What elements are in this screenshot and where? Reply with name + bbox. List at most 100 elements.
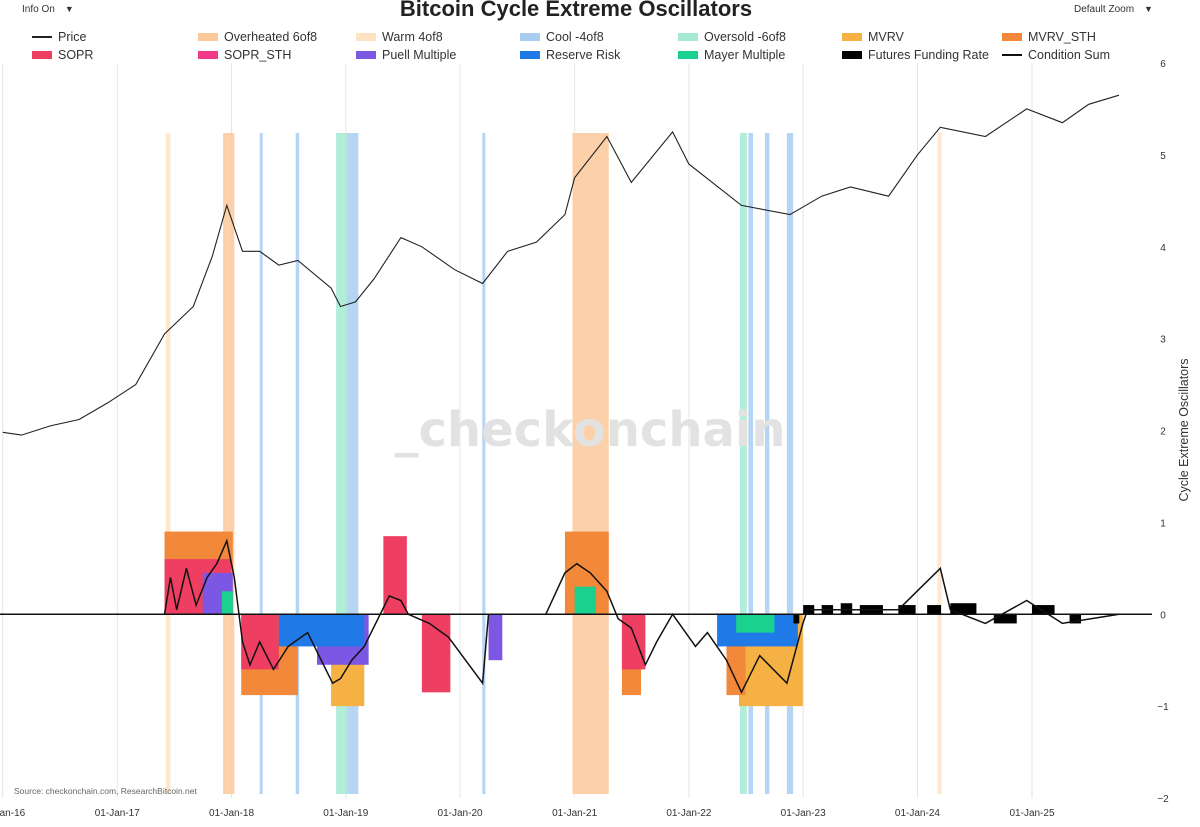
info-toggle-dropdown[interactable]: Info On ▼ (22, 0, 80, 18)
funding-rate-bar (1069, 614, 1082, 624)
legend-label: Overheated 6of8 (224, 30, 318, 44)
x-tick-label: 01-Jan-23 (781, 808, 826, 819)
funding-rate-bar (793, 614, 800, 624)
y-axis-ticks: 6 5 4 3 2 1 0 −1 −2 (1157, 59, 1169, 805)
oscillator-bar (421, 614, 451, 693)
legend-swatch (520, 51, 540, 59)
legend-label: Oversold -6of8 (704, 30, 786, 44)
highlight-bands (165, 133, 942, 794)
legend-item[interactable]: Price (32, 30, 86, 44)
legend-item[interactable]: Condition Sum (1002, 48, 1110, 62)
chevron-down-icon: ▼ (64, 4, 74, 14)
y-tick-label: 0 (1160, 610, 1166, 621)
highlight-band (336, 133, 348, 794)
x-tick-label: 01-Jan-24 (895, 808, 940, 819)
x-tick-label: 01-Jan-19 (323, 808, 368, 819)
y-tick-label: 4 (1160, 243, 1166, 254)
legend-swatch (842, 51, 862, 59)
x-tick-label: 01-Jan-18 (209, 808, 254, 819)
x-tick-label: 01-Jan-25 (1009, 808, 1054, 819)
legend-label: MVRV (868, 30, 904, 44)
legend-label: Puell Multiple (382, 48, 457, 62)
funding-rate-bars (793, 603, 1082, 624)
legend-item[interactable]: SOPR (32, 48, 93, 62)
highlight-band (295, 133, 300, 794)
y-tick-label: −1 (1157, 702, 1169, 713)
legend-swatch (198, 33, 218, 41)
highlight-band (572, 133, 609, 794)
oscillator-bars (164, 531, 803, 707)
legend-item[interactable]: Puell Multiple (356, 48, 456, 62)
oscillator-bar (736, 614, 775, 633)
y-tick-label: −2 (1157, 794, 1169, 805)
legend-swatch (1002, 33, 1022, 41)
legend-label: SOPR_STH (224, 48, 292, 62)
oscillator-bar (383, 536, 407, 615)
legend-label: Futures Funding Rate (868, 48, 989, 62)
highlight-band (764, 133, 770, 794)
y-tick-label: 6 (1160, 59, 1166, 70)
legend-swatch (678, 51, 698, 59)
legend-item[interactable]: Reserve Risk (520, 48, 620, 62)
legend-item[interactable]: Oversold -6of8 (678, 30, 786, 44)
legend-item[interactable]: Mayer Multiple (678, 48, 785, 62)
legend-label: Warm 4of8 (382, 30, 443, 44)
legend-label: SOPR (58, 48, 94, 62)
legend-swatch (1002, 54, 1022, 56)
legend-label: Cool -4of8 (546, 30, 604, 44)
x-tick-label: 01-Jan-17 (95, 808, 140, 819)
funding-rate-bar (950, 603, 977, 615)
highlight-band (786, 133, 794, 794)
legend-label: MVRV_STH (1028, 30, 1096, 44)
legend-item[interactable]: MVRV_STH (1002, 30, 1096, 44)
info-toggle-label: Info On (22, 3, 55, 15)
x-tick-label: 01-Jan-21 (552, 808, 597, 819)
legend-swatch (520, 33, 540, 41)
y-tick-label: 1 (1160, 518, 1166, 529)
price-line (2, 94, 1120, 436)
y-axis-label: Cycle Extreme Oscillators (1177, 358, 1191, 501)
highlight-band (937, 133, 942, 794)
funding-rate-bar (927, 605, 942, 615)
legend-item[interactable]: SOPR_STH (198, 48, 291, 62)
legend-swatch (32, 36, 52, 38)
y-tick-label: 3 (1160, 335, 1166, 346)
zoom-label: Default Zoom (1074, 3, 1135, 15)
legend-swatch (356, 33, 376, 41)
x-tick-label: 01-Jan-22 (666, 808, 711, 819)
highlight-band (482, 133, 486, 794)
legend-swatch (842, 33, 862, 41)
legend-label: Reserve Risk (546, 48, 621, 62)
funding-rate-bar (898, 605, 916, 615)
legend-item[interactable]: Overheated 6of8 (198, 30, 317, 44)
chevron-down-icon: ▼ (1144, 4, 1153, 14)
chart-title: Bitcoin Cycle Extreme Oscillators (399, 0, 753, 21)
legend-swatch (356, 51, 376, 59)
legend-label: Mayer Multiple (704, 48, 786, 62)
x-tick-label: 01-Jan-16 (0, 808, 26, 819)
highlight-band (748, 133, 754, 794)
highlight-band (347, 133, 359, 794)
highlight-band (165, 133, 171, 794)
funding-rate-bar (1032, 605, 1055, 615)
x-tick-label: 01-Jan-20 (438, 808, 483, 819)
legend-item[interactable]: Warm 4of8 (356, 30, 443, 44)
legend-item[interactable]: MVRV (842, 30, 904, 44)
y-tick-label: 2 (1160, 427, 1166, 438)
highlight-band (223, 133, 235, 794)
legend-label: Condition Sum (1028, 48, 1110, 62)
legend-swatch (678, 33, 698, 41)
legend-swatch (32, 51, 52, 59)
oscillator-bar (574, 586, 596, 615)
highlight-band (739, 133, 747, 794)
watermark: _checkonchain (394, 402, 785, 458)
oscillator-bar (221, 591, 233, 615)
oscillator-bar (488, 614, 503, 661)
legend-item[interactable]: Cool -4of8 (520, 30, 604, 44)
legend-label: Price (58, 30, 87, 44)
source-note: Source: checkonchain.com, ResearchBitcoi… (14, 786, 197, 796)
legend-item[interactable]: Futures Funding Rate (842, 48, 989, 62)
funding-rate-bar (840, 603, 853, 615)
zoom-dropdown[interactable]: Default Zoom ▼ (1074, 0, 1164, 18)
